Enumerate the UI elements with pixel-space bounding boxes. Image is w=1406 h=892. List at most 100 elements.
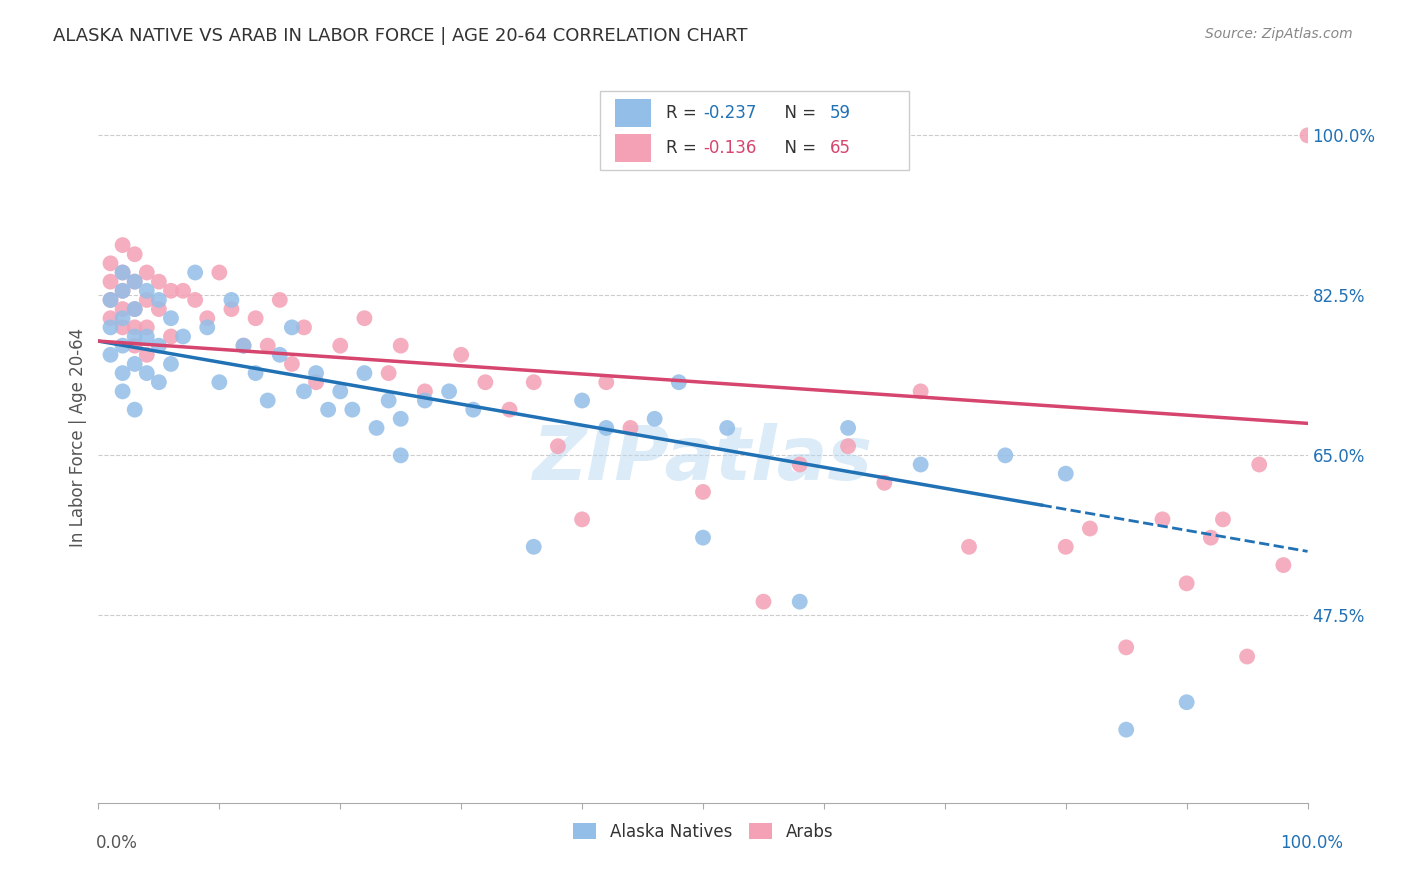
Point bbox=[232, 338, 254, 352]
Point bbox=[994, 448, 1017, 462]
Point bbox=[245, 311, 267, 326]
Point bbox=[160, 357, 183, 371]
Point bbox=[124, 402, 146, 417]
Point bbox=[342, 402, 364, 417]
Point bbox=[437, 384, 460, 399]
Point bbox=[111, 311, 134, 326]
Point bbox=[498, 402, 520, 417]
Text: Source: ZipAtlas.com: Source: ZipAtlas.com bbox=[1205, 27, 1353, 41]
Point bbox=[389, 412, 412, 426]
FancyBboxPatch shape bbox=[614, 134, 651, 161]
FancyBboxPatch shape bbox=[614, 99, 651, 128]
Point bbox=[1115, 640, 1137, 655]
Text: 0.0%: 0.0% bbox=[96, 834, 138, 852]
Point bbox=[124, 247, 146, 261]
Point bbox=[100, 293, 122, 307]
Point bbox=[716, 421, 738, 435]
Point bbox=[789, 458, 811, 472]
Point bbox=[463, 402, 485, 417]
Point bbox=[1152, 512, 1174, 526]
Point bbox=[305, 375, 328, 389]
Point bbox=[148, 301, 170, 317]
Point bbox=[124, 357, 146, 371]
Point bbox=[111, 366, 134, 380]
Point bbox=[329, 384, 352, 399]
Point bbox=[1175, 576, 1198, 591]
Point bbox=[910, 384, 932, 399]
Point bbox=[873, 475, 896, 490]
Point bbox=[195, 311, 218, 326]
Point bbox=[111, 266, 134, 280]
Text: 59: 59 bbox=[830, 104, 851, 122]
Point bbox=[1236, 649, 1258, 664]
Text: 100.0%: 100.0% bbox=[1279, 834, 1343, 852]
Point bbox=[269, 293, 291, 307]
Point bbox=[232, 338, 254, 352]
Point bbox=[135, 320, 157, 334]
Point bbox=[474, 375, 496, 389]
Point bbox=[148, 338, 170, 352]
Point bbox=[595, 421, 617, 435]
Point bbox=[111, 301, 134, 317]
Point bbox=[124, 329, 146, 343]
Point bbox=[1175, 695, 1198, 709]
Point bbox=[752, 595, 775, 609]
Point bbox=[100, 320, 122, 334]
Text: 65: 65 bbox=[830, 139, 851, 157]
Point bbox=[256, 393, 278, 408]
Point bbox=[329, 338, 352, 352]
Point bbox=[353, 366, 375, 380]
Point bbox=[160, 311, 183, 326]
Text: R =: R = bbox=[665, 139, 702, 157]
Point bbox=[316, 402, 339, 417]
Point bbox=[292, 320, 315, 334]
Y-axis label: In Labor Force | Age 20-64: In Labor Force | Age 20-64 bbox=[69, 327, 87, 547]
Point bbox=[124, 301, 146, 317]
Point bbox=[789, 595, 811, 609]
Point bbox=[111, 384, 134, 399]
Point bbox=[1272, 558, 1295, 573]
Point bbox=[172, 329, 194, 343]
Point bbox=[692, 485, 714, 500]
Point bbox=[1199, 531, 1222, 545]
Point bbox=[111, 266, 134, 280]
Point bbox=[269, 348, 291, 362]
Point bbox=[571, 512, 593, 526]
Point bbox=[111, 284, 134, 298]
Point bbox=[523, 375, 546, 389]
Point bbox=[353, 311, 375, 326]
Point bbox=[1296, 128, 1319, 143]
Point bbox=[124, 338, 146, 352]
Point bbox=[377, 366, 399, 380]
Text: N =: N = bbox=[775, 104, 821, 122]
Point bbox=[1212, 512, 1234, 526]
Point bbox=[100, 256, 122, 270]
Point bbox=[184, 293, 207, 307]
Point bbox=[135, 366, 157, 380]
Point bbox=[957, 540, 980, 554]
Point bbox=[208, 375, 231, 389]
Point bbox=[100, 275, 122, 289]
Point bbox=[135, 329, 157, 343]
Point bbox=[111, 320, 134, 334]
Point bbox=[377, 393, 399, 408]
Point bbox=[135, 293, 157, 307]
Point bbox=[100, 293, 122, 307]
Point bbox=[281, 357, 304, 371]
Point bbox=[148, 375, 170, 389]
Point bbox=[413, 384, 436, 399]
Point bbox=[668, 375, 690, 389]
Point bbox=[1054, 467, 1077, 481]
Point bbox=[523, 540, 546, 554]
Point bbox=[595, 375, 617, 389]
Point bbox=[1249, 458, 1271, 472]
Text: R =: R = bbox=[665, 104, 702, 122]
Point bbox=[547, 439, 569, 453]
Point bbox=[692, 531, 714, 545]
Point bbox=[160, 329, 183, 343]
Legend: Alaska Natives, Arabs: Alaska Natives, Arabs bbox=[565, 814, 841, 849]
Point bbox=[148, 293, 170, 307]
Point bbox=[160, 284, 183, 298]
Point bbox=[256, 338, 278, 352]
Point bbox=[135, 266, 157, 280]
